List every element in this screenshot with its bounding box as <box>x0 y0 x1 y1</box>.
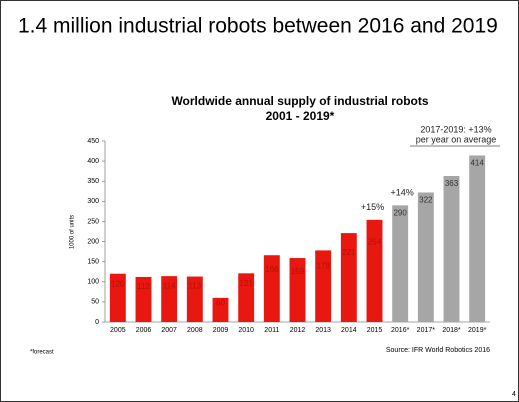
bar <box>135 276 152 322</box>
x-tick-label: 2009 <box>213 327 229 334</box>
value-label: 178 <box>316 261 330 270</box>
chart-title: Worldwide annual supply of industrial ro… <box>171 94 428 108</box>
value-label: 414 <box>470 159 484 168</box>
chart-subtitle: 2001 - 2019* <box>266 109 335 123</box>
x-tick-label: 2015 <box>367 327 383 334</box>
bar <box>289 258 306 322</box>
value-label: 159 <box>291 267 305 276</box>
y-tick-label: 150 <box>87 259 99 266</box>
y-tick-label: 0 <box>95 319 99 326</box>
y-tick-label: 100 <box>87 279 99 286</box>
value-label: 290 <box>393 208 407 217</box>
footnote: *forecast <box>30 350 54 356</box>
y-tick-label: 400 <box>87 158 99 165</box>
x-tick-label: 2013 <box>315 327 331 334</box>
value-label: 120 <box>111 279 125 288</box>
value-label: 114 <box>163 281 176 290</box>
bar <box>263 255 280 322</box>
x-tick-label: 2010 <box>238 327 254 334</box>
x-tick-label: 2011 <box>264 327 279 334</box>
value-label: 113 <box>188 282 201 291</box>
x-tick-label: 2017* <box>417 327 436 334</box>
x-tick-label: 2018* <box>442 327 461 334</box>
annotation: 2017-2019: +13% <box>420 124 491 134</box>
bar <box>212 297 229 322</box>
x-tick-label: 2012 <box>290 327 306 334</box>
y-tick-label: 300 <box>87 198 99 205</box>
x-tick-label: 2008 <box>187 327 203 334</box>
x-tick-label: 2016* <box>391 327 410 334</box>
y-tick-label: 50 <box>91 299 99 306</box>
bar <box>161 276 178 322</box>
bar <box>469 155 486 322</box>
y-tick-label: 450 <box>87 138 99 145</box>
value-label: 254 <box>368 237 382 246</box>
bar <box>186 276 203 322</box>
page-title: 1.4 million industrial robots between 20… <box>18 15 498 38</box>
value-label: 121 <box>239 279 253 288</box>
x-tick-label: 2007 <box>161 327 177 334</box>
value-label: 221 <box>342 248 356 257</box>
bar <box>366 219 383 322</box>
y-axis-label: 1000 of units <box>70 215 76 249</box>
bar <box>315 250 332 322</box>
bar <box>238 273 255 322</box>
annotation: +15% <box>361 202 384 212</box>
bar <box>340 233 357 322</box>
bar <box>443 175 460 322</box>
bar <box>417 192 434 322</box>
x-tick-label: 2005 <box>110 327 126 334</box>
x-tick-label: 2014 <box>341 327 357 334</box>
value-label: 363 <box>445 179 459 188</box>
value-label: 112 <box>137 282 150 291</box>
bar <box>392 205 409 322</box>
x-tick-label: 2006 <box>136 327 152 334</box>
y-tick-label: 200 <box>87 238 99 245</box>
value-label: 60 <box>216 298 225 307</box>
annotation: +14% <box>391 188 414 198</box>
y-tick-label: 250 <box>87 218 99 225</box>
page-number: 4 <box>512 391 516 398</box>
value-label: 166 <box>265 265 279 274</box>
annotation: per year on average <box>416 134 497 144</box>
y-tick-label: 350 <box>87 178 99 185</box>
bar <box>109 273 126 322</box>
source: Source: IFR World Robotics 2016 <box>386 347 490 354</box>
value-label: 322 <box>419 196 433 205</box>
x-tick-label: 2019* <box>468 327 487 334</box>
